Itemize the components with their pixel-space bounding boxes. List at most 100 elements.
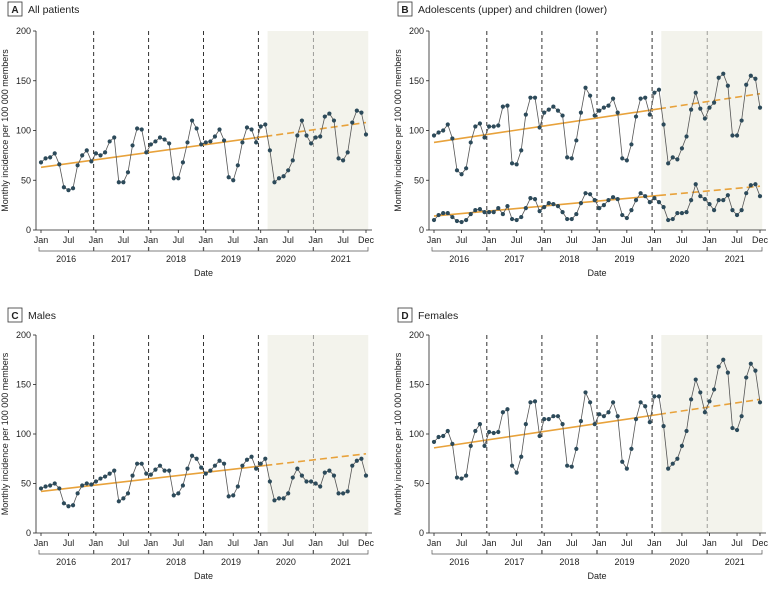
data-point xyxy=(345,489,350,494)
trend-line-prepandemic xyxy=(40,464,266,493)
data-point xyxy=(537,208,542,214)
series-1 xyxy=(431,357,763,481)
data-point xyxy=(203,140,208,145)
y-tick-label: 150 xyxy=(409,380,424,390)
data-point xyxy=(185,140,190,145)
trend-line-prepandemic xyxy=(40,135,266,169)
year-bracket xyxy=(93,550,149,555)
data-point xyxy=(578,201,584,206)
year-bracket xyxy=(38,247,94,252)
data-point xyxy=(486,209,492,215)
data-point xyxy=(702,116,708,121)
year-label: 2017 xyxy=(111,557,131,567)
x-tick-label: Jan xyxy=(199,235,214,245)
data-point xyxy=(473,208,478,213)
data-point xyxy=(693,90,698,95)
x-tick-label: Jan xyxy=(253,235,268,245)
x-tick-label: Jul xyxy=(676,538,688,548)
series-1 xyxy=(38,453,369,509)
data-point xyxy=(675,456,680,461)
data-point xyxy=(588,93,593,98)
panel-title: Males xyxy=(28,310,56,322)
x-tick-label: Jan xyxy=(537,235,552,245)
data-point xyxy=(263,456,268,461)
data-point xyxy=(61,501,66,506)
data-point xyxy=(286,491,291,496)
data-point xyxy=(643,404,648,409)
data-point xyxy=(75,163,80,168)
year-label: 2016 xyxy=(56,254,76,264)
data-point xyxy=(295,466,300,471)
data-point xyxy=(519,148,524,153)
data-point xyxy=(208,468,213,473)
x-tick-label: Jul xyxy=(282,538,294,548)
data-point xyxy=(272,180,277,185)
data-point xyxy=(144,150,149,155)
data-point xyxy=(698,390,703,395)
y-tick-label: 100 xyxy=(16,429,31,439)
y-tick-label: 0 xyxy=(26,528,31,538)
data-point xyxy=(693,182,698,187)
data-point xyxy=(532,95,538,100)
year-label: 2017 xyxy=(504,254,524,264)
data-point xyxy=(583,85,588,90)
data-point xyxy=(519,454,524,459)
data-point xyxy=(482,443,487,448)
pandemic-shaded-region xyxy=(267,31,369,230)
data-point xyxy=(523,422,528,427)
data-point xyxy=(505,407,510,412)
x-tick-label: Jul xyxy=(282,235,294,245)
data-point xyxy=(537,433,542,439)
data-point xyxy=(744,191,749,196)
data-point xyxy=(354,458,359,463)
data-point xyxy=(707,399,712,404)
data-point xyxy=(578,419,584,424)
panel-title: Females xyxy=(418,310,458,322)
y-axis-label: Monthly incidence per 100 000 members xyxy=(0,352,10,515)
x-tick-label: Jul xyxy=(676,235,688,245)
panel-letter-box xyxy=(397,1,413,17)
data-point xyxy=(464,166,469,171)
data-point xyxy=(459,476,464,481)
data-point xyxy=(624,466,629,471)
data-point xyxy=(112,468,117,473)
x-tick-label: Jul xyxy=(456,538,468,548)
year-label: 2021 xyxy=(725,254,745,264)
year-bracket xyxy=(38,550,94,555)
data-point xyxy=(711,100,717,105)
data-point xyxy=(244,457,250,462)
data-point xyxy=(693,377,698,382)
data-point xyxy=(647,200,652,205)
data-point xyxy=(629,142,634,147)
data-point xyxy=(514,217,519,223)
data-point xyxy=(730,208,735,213)
year-bracket xyxy=(652,247,708,252)
data-point xyxy=(350,120,355,125)
data-point xyxy=(505,204,510,209)
data-point xyxy=(231,178,236,183)
data-point xyxy=(194,126,199,131)
year-bracket xyxy=(258,550,314,555)
y-tick-label: 100 xyxy=(409,429,424,439)
year-bracket xyxy=(431,247,487,252)
panel-letter-box xyxy=(7,1,23,17)
x-tick-label: Jul xyxy=(731,235,743,245)
x-tick-label: Jan xyxy=(702,538,717,548)
x-tick-label: Jul xyxy=(337,235,349,245)
data-point xyxy=(597,206,602,211)
data-point xyxy=(304,479,309,484)
data-point xyxy=(574,138,579,143)
data-point xyxy=(153,139,158,144)
data-point xyxy=(48,483,53,488)
data-point xyxy=(684,428,689,434)
year-label: 2021 xyxy=(331,557,351,567)
data-point xyxy=(666,466,671,471)
data-point xyxy=(354,108,359,113)
x-tick-label: Jan xyxy=(427,235,442,245)
data-point xyxy=(185,466,190,471)
data-point xyxy=(551,414,556,419)
data-point xyxy=(267,479,272,484)
data-point xyxy=(176,176,181,181)
data-point xyxy=(331,473,337,478)
data-point xyxy=(75,491,80,496)
